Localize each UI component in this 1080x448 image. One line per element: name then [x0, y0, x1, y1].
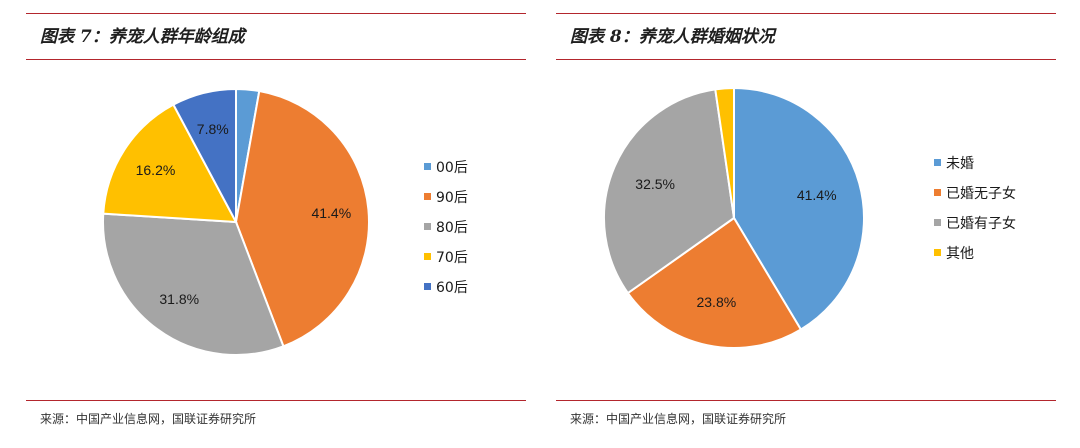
legend-label-3: 80后	[436, 220, 468, 236]
legend-swatch-1	[424, 163, 431, 170]
data-label-2: 23.8%	[696, 294, 736, 310]
data-label-2: 41.4%	[311, 205, 351, 221]
legend-swatch-2	[934, 189, 941, 196]
data-label-3: 32.5%	[635, 176, 675, 192]
legend-swatch-2	[424, 193, 431, 200]
legend-label-2: 90后	[436, 190, 468, 206]
legend-swatch-4	[934, 249, 941, 256]
source-note: 来源：中国产业信息网，国联证券研究所	[570, 412, 787, 426]
pie-slice-3	[603, 88, 736, 295]
pie-slice-2	[234, 89, 370, 348]
legend-label-3: 已婚有子女	[946, 215, 1016, 232]
data-label-1: 41.4%	[797, 187, 837, 203]
legend-swatch-5	[424, 283, 431, 290]
source-note: 来源：中国产业信息网，国联证券研究所	[40, 412, 257, 426]
chart-panel-marital: 图表 8：养宠人群婚姻状况 41.4% 23.8% 32.5% 未婚已婚无子女已婚有子…	[556, 0, 1056, 448]
bottom-rule	[556, 400, 1056, 401]
top-rule	[26, 13, 526, 14]
chart-title: 图表 8：养宠人群婚姻状况	[570, 27, 775, 47]
legend-label-4: 其他	[946, 246, 974, 262]
legend-label-4: 70后	[436, 250, 468, 266]
top-rule	[556, 13, 1056, 14]
legend-swatch-1	[934, 159, 941, 166]
legend-swatch-3	[424, 223, 431, 230]
legend-swatch-3	[934, 219, 941, 226]
chart-panel-age: 图表 7：养宠人群年龄组成 41.4% 31.8% 16.2% 7.8% 00后 90后 8…	[26, 0, 526, 448]
data-label-3: 31.8%	[159, 291, 199, 307]
bottom-rule	[26, 400, 526, 401]
pie-slice-2	[626, 216, 803, 349]
data-label-5: 7.8%	[197, 121, 229, 137]
data-label-4: 16.2%	[136, 162, 176, 178]
title-rule	[556, 59, 1056, 60]
legend-swatch-4	[424, 253, 431, 260]
pie-slice-4	[102, 103, 238, 224]
legend-label-1: 00后	[436, 160, 468, 176]
legend-label-2: 已婚无子女	[946, 185, 1016, 202]
legend-label-5: 60后	[436, 280, 468, 296]
legend-label-1: 未婚	[946, 156, 974, 172]
pie-slice-3	[102, 212, 285, 356]
pie-slice-4	[714, 86, 735, 219]
chart-title: 图表 7：养宠人群年龄组成	[40, 27, 245, 47]
pie-slice-5	[172, 87, 237, 223]
title-rule	[26, 59, 526, 60]
pie-slice-1	[733, 86, 865, 331]
pie-chart-age: 41.4% 31.8% 16.2% 7.8% 00后 90后 80后 70后 60后	[102, 87, 468, 356]
